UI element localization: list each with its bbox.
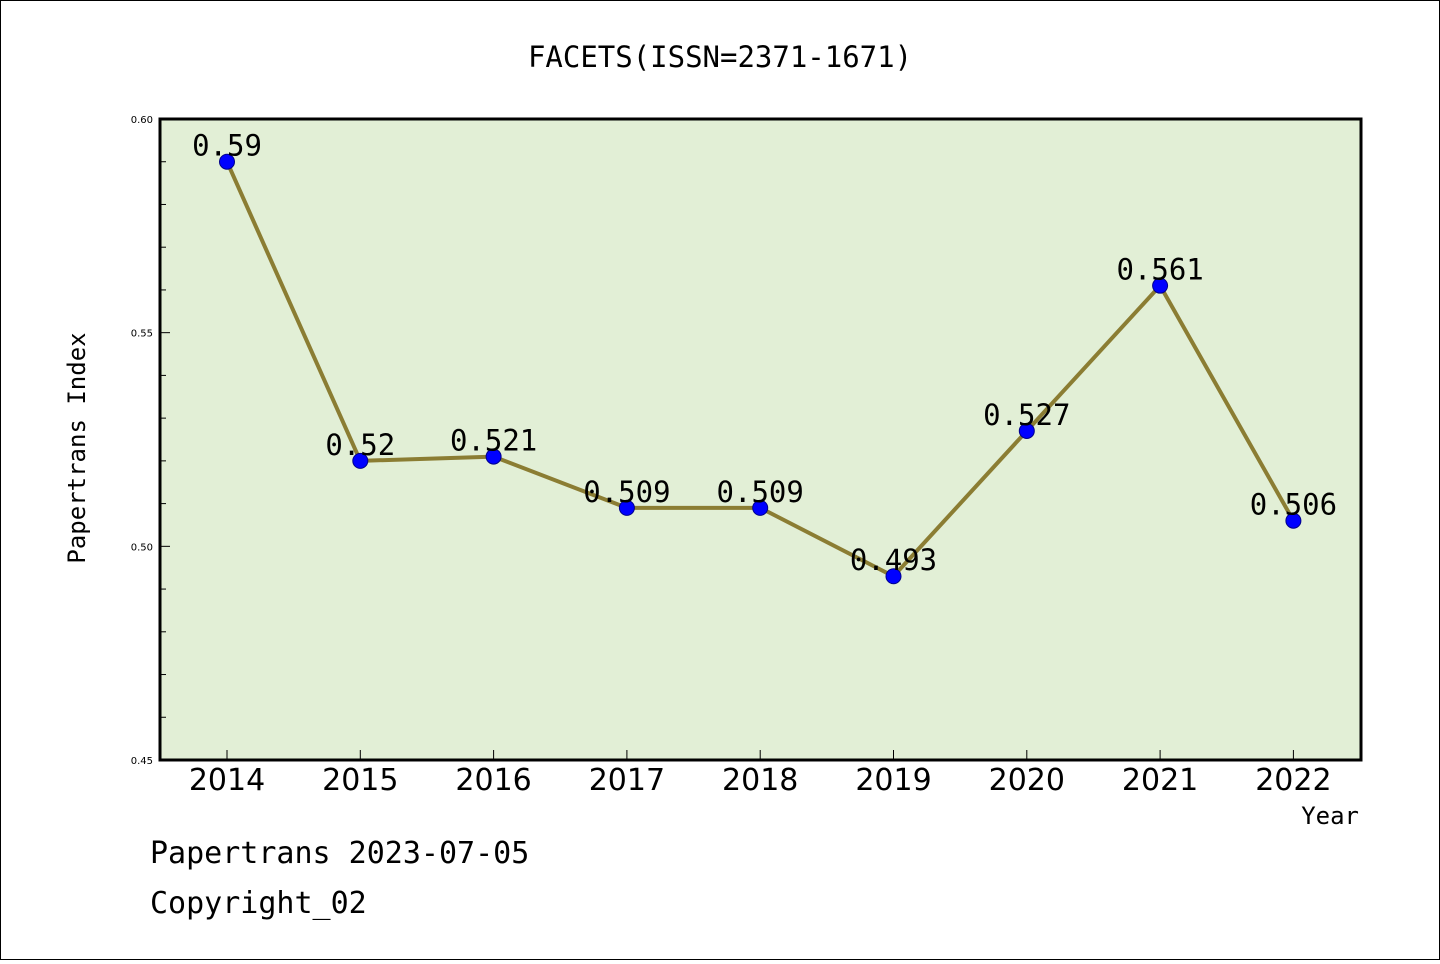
data-label: 0.493 — [850, 543, 937, 577]
data-label: 0.509 — [583, 475, 670, 509]
y-tick-label: 0.50 — [131, 542, 153, 553]
x-tick-label: 2020 — [989, 763, 1065, 798]
y-axis-ticks: 0.45 0.50 0.55 0.60 — [131, 115, 170, 767]
data-label: 0.509 — [717, 475, 804, 509]
y-tick-label: 0.55 — [131, 329, 153, 340]
data-label: 0.506 — [1250, 488, 1337, 522]
data-point — [752, 499, 769, 516]
data-label: 0.561 — [1116, 253, 1203, 287]
data-point — [885, 568, 902, 585]
footer-date: Papertrans 2023-07-05 — [150, 836, 529, 871]
x-tick-label: 2022 — [1255, 763, 1331, 798]
y-tick-label: 0.45 — [131, 756, 153, 767]
x-tick-label: 2016 — [455, 763, 531, 798]
x-tick-label: 2018 — [722, 763, 798, 798]
series-group: 0.59 0.52 0.521 0.509 0.509 0.493 0.527 0.561 0.… — [192, 129, 1337, 585]
x-tick-label: 2019 — [855, 763, 931, 798]
y-tick-label: 0.60 — [131, 115, 153, 126]
x-tick-label: 2021 — [1122, 763, 1198, 798]
x-tick-label: 2015 — [322, 763, 398, 798]
x-tick-label: 2017 — [589, 763, 665, 798]
data-point — [1018, 422, 1035, 439]
data-point — [219, 153, 235, 170]
chart-title: FACETS(ISSN=2371-1671) — [528, 40, 912, 74]
x-axis-ticks: 2014 2015 2016 2017 2018 2019 2020 2021 2022 — [189, 750, 1332, 798]
data-point — [485, 448, 502, 465]
plot-area — [158, 117, 1363, 762]
footer-copyright: Copyright_02 — [150, 886, 367, 921]
data-label: 0.59 — [192, 129, 262, 163]
x-axis-label: Year — [1301, 802, 1359, 830]
data-point — [1285, 512, 1302, 529]
data-label: 0.52 — [325, 428, 395, 462]
data-label: 0.521 — [450, 424, 537, 458]
data-label: 0.527 — [983, 398, 1070, 432]
y-axis-label: Papertrans Index — [63, 332, 91, 563]
data-point — [1152, 277, 1169, 294]
data-point — [352, 452, 369, 469]
data-point — [618, 499, 635, 516]
x-tick-label: 2014 — [189, 763, 265, 798]
